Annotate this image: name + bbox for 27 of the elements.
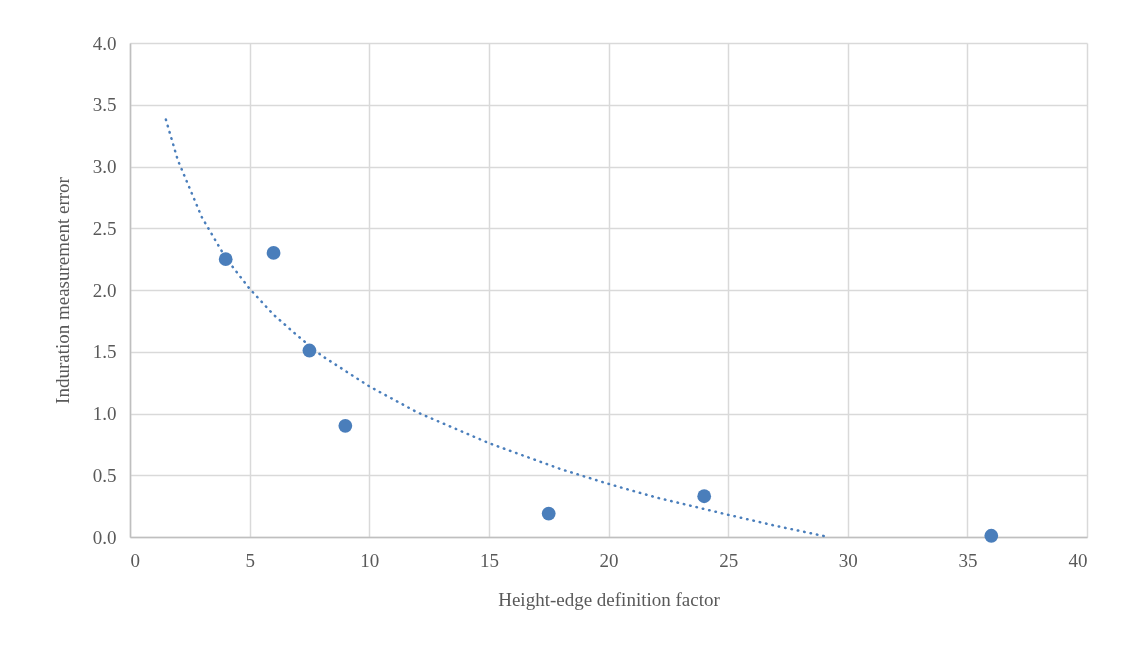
point	[697, 489, 712, 504]
point	[338, 418, 353, 433]
y-tick-label: 0.0	[92, 526, 117, 548]
y-tick-label: 0.5	[92, 464, 117, 486]
y-tick-label: 1.0	[92, 403, 117, 424]
y-tick-label: 2.0	[92, 279, 117, 301]
y-axis-title: Induration measurement error	[51, 176, 73, 404]
x-tick-label: 20	[599, 549, 619, 571]
x-tick-label: 0	[130, 549, 140, 571]
x-tick-label: 25	[719, 549, 739, 571]
y-tick-label: 3.0	[92, 156, 117, 177]
x-tick-label: 10	[360, 549, 380, 571]
x-tick-label: 40	[1068, 549, 1088, 571]
y-tick-label: 1.5	[92, 341, 117, 363]
point	[984, 528, 999, 543]
point	[218, 252, 233, 266]
x-tick-label: 30	[838, 549, 858, 571]
x-tick-label: 35	[958, 549, 978, 571]
point	[541, 506, 556, 521]
point	[302, 343, 317, 358]
x-tick-label: 15	[479, 549, 499, 571]
y-tick-label: 4.0	[92, 32, 117, 54]
y-tick-label: 2.5	[92, 217, 117, 239]
x-tick-label: 5	[245, 549, 255, 571]
y-tick-label: 3.5	[92, 94, 117, 116]
point	[266, 246, 281, 260]
x-axis-title: Height-edge definition factor	[498, 588, 721, 610]
